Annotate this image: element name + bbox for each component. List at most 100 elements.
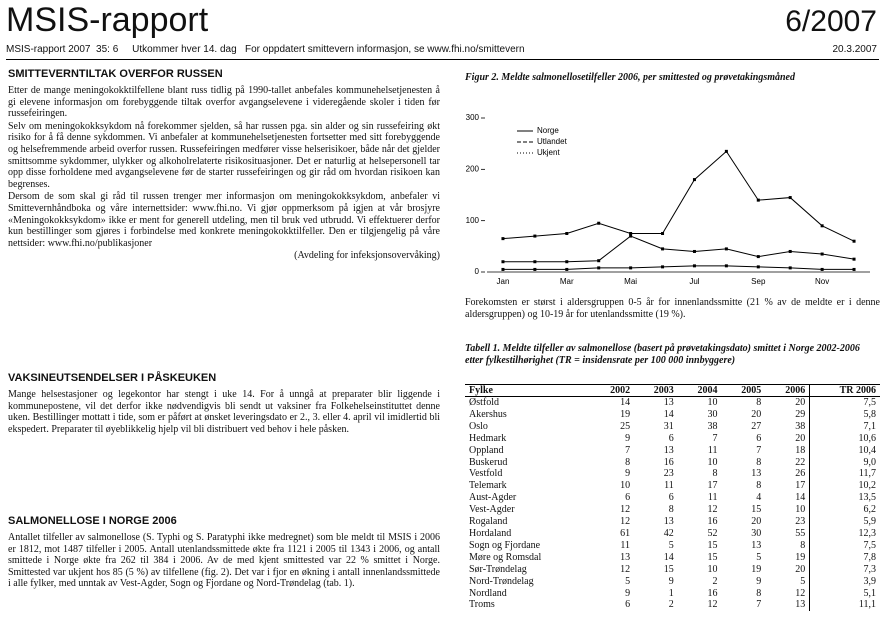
legend-label: Utlandet <box>537 137 568 146</box>
point <box>565 232 569 235</box>
cell: 8 <box>756 456 762 468</box>
cell: 7 <box>625 444 631 456</box>
cell: 7,3 <box>809 563 880 576</box>
signature: (Avdeling for infeksjonsovervåking) <box>294 250 440 262</box>
cell: 20 <box>795 397 806 408</box>
figure-text: Forekomsten er størst i aldersgruppen 0-… <box>465 297 880 320</box>
cell: 12 <box>795 587 806 599</box>
point <box>820 252 824 256</box>
cell: Hordaland <box>469 527 512 539</box>
cell: 8 <box>668 504 674 516</box>
cell: 9 <box>625 587 631 599</box>
table-row: Møre og Romsdal 13 14 15 5 19 7,8 <box>465 551 880 564</box>
cell: 10,4 <box>809 444 880 457</box>
table-wrap: Fylke 2002 2003 2004 2005 2006 TR 2006 Østfold 1… <box>465 384 880 612</box>
point <box>820 224 824 228</box>
cell: Nordland <box>469 587 507 599</box>
cell: 61 <box>620 527 631 539</box>
cell: 6 <box>756 432 762 444</box>
cell: Hedmark <box>469 432 507 444</box>
table-row: Sør-Trøndelag 12 15 10 19 20 7,3 <box>465 563 880 576</box>
cell: 5 <box>756 551 762 563</box>
point <box>692 178 696 182</box>
table-row: Vest-Agder 12 8 12 15 10 6,2 <box>465 504 880 517</box>
cell: 5 <box>668 539 674 551</box>
cell: 6 <box>625 492 631 504</box>
cell: 10,6 <box>809 432 880 445</box>
point <box>756 255 760 259</box>
column-header: 2002 <box>590 384 635 397</box>
cell: Akershus <box>469 408 507 420</box>
point <box>756 265 760 269</box>
point <box>629 234 633 238</box>
column-header: 2006 <box>765 384 810 397</box>
cell: 16 <box>663 456 674 468</box>
table-row: Buskerud 8 16 10 8 22 9,0 <box>465 456 880 469</box>
section: VAKSINEUTSENDELSER I PÅSKEUKEN Mange hels… <box>8 372 440 436</box>
cell: 19 <box>751 563 762 575</box>
cell: 7 <box>756 599 762 611</box>
point <box>852 267 856 271</box>
cell: 8 <box>800 539 806 551</box>
cell: 1 <box>668 587 674 599</box>
cell: 52 <box>707 527 718 539</box>
cell: 6 <box>668 492 674 504</box>
cell: 19 <box>795 551 806 563</box>
cell: 3,9 <box>809 575 880 588</box>
legend-label: Ukjent <box>537 148 560 157</box>
point <box>533 234 537 238</box>
cell: 14 <box>795 492 806 504</box>
column-header: TR 2006 <box>809 384 880 397</box>
cell: Vestfold <box>469 468 503 480</box>
y-tick-label: 200 <box>466 164 480 173</box>
cell: 2 <box>668 599 674 611</box>
cell: 6 <box>625 599 631 611</box>
point <box>629 266 633 270</box>
x-tick-label: Jan <box>497 277 510 286</box>
table-caption: Tabell 1. Meldte tilfeller av salmonello… <box>465 343 860 366</box>
cell: 12,3 <box>809 527 880 540</box>
cell: 5,9 <box>809 516 880 528</box>
point <box>501 267 505 271</box>
cell: 20 <box>795 432 806 444</box>
paragraph: Selv om meningokokksykdom nå forekommer … <box>8 120 440 190</box>
cell: 7 <box>712 432 718 444</box>
cell: 22 <box>795 456 806 468</box>
point <box>788 266 792 270</box>
cell: 11 <box>620 539 631 551</box>
point <box>501 260 505 264</box>
cell: 31 <box>663 420 674 432</box>
cell: Møre og Romsdal <box>469 551 542 563</box>
issue-number: 6/2007 <box>785 5 877 38</box>
cell: Troms <box>469 599 495 611</box>
cell: 10 <box>795 504 806 516</box>
column-header: 2004 <box>677 384 722 397</box>
y-tick-label: 100 <box>466 216 480 225</box>
cell: 30 <box>751 527 762 539</box>
cell: 13 <box>620 551 631 563</box>
point <box>692 249 696 253</box>
cell: 17 <box>707 480 718 492</box>
cell: 14 <box>620 397 631 408</box>
paragraph: Mange helsestasjoner og legekontor har s… <box>8 389 440 435</box>
figure-caption: Figur 2. Meldte salmonellosetilfeller 20… <box>465 72 795 83</box>
table-row: Troms 6 2 12 7 13 11,1 <box>465 599 880 612</box>
point <box>533 267 537 271</box>
cell: Rogaland <box>469 516 508 528</box>
x-tick-label: Mai <box>624 277 637 286</box>
point <box>629 232 633 235</box>
subline: MSIS-rapport 2007 35: 6 Utkommer hver 14… <box>6 44 525 55</box>
cell: 15 <box>663 563 674 575</box>
cell: 38 <box>795 420 806 432</box>
table-row: Rogaland 12 13 16 20 23 5,9 <box>465 516 880 528</box>
cell: 12 <box>707 504 718 516</box>
point <box>565 260 569 264</box>
cell: 20 <box>751 408 762 420</box>
cell: 11 <box>707 492 718 504</box>
cell: 13 <box>795 599 806 611</box>
cell: 5 <box>625 575 631 587</box>
header-rule <box>6 59 879 60</box>
point <box>597 259 601 263</box>
point <box>852 257 856 261</box>
cell: 27 <box>751 420 762 432</box>
